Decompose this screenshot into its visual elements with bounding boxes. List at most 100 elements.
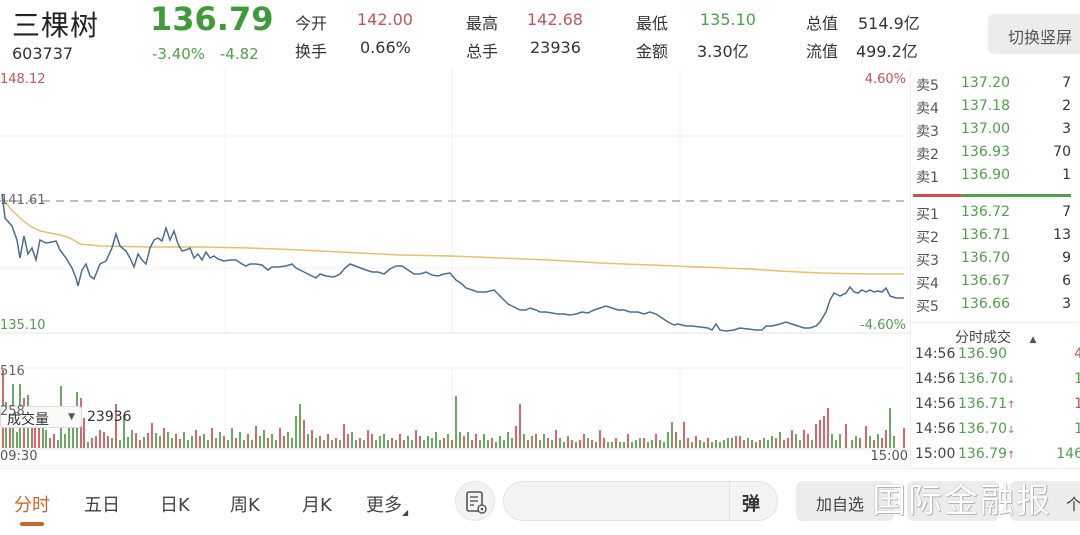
bid-level: 买1: [916, 207, 939, 223]
tick-volume: 1: [1074, 371, 1080, 387]
stat-value: 3.30亿: [697, 42, 749, 61]
stat-value: 135.10: [700, 10, 756, 29]
tab-more[interactable]: 更多◢: [366, 491, 408, 517]
ticks-header-toggle[interactable]: 分时成交 ▲: [911, 322, 1079, 348]
bid-qty: 3: [1062, 296, 1071, 312]
ticks-title: 分时成交: [955, 330, 1011, 346]
bid-level: 买3: [916, 253, 939, 269]
bid-qty: 7: [1062, 204, 1071, 220]
note-settings-button[interactable]: [455, 481, 495, 521]
arrow-down-icon: ↓: [1007, 375, 1016, 386]
tick-price: 136.70↓: [958, 371, 1015, 387]
tick-volume: 1: [1074, 396, 1080, 412]
tick-volume: 146: [1056, 446, 1080, 462]
order-book: 卖5 137.20 7 卖4 137.18 2 卖3 137.00 3 卖2 1…: [910, 68, 1080, 468]
y-axis-max-label: 148.12: [0, 72, 46, 87]
stat-label: 流值: [806, 42, 839, 61]
bottom-action-button-2[interactable]: [907, 481, 999, 521]
ask-qty: 1: [1062, 167, 1071, 183]
price-change: -3.40% -4.82: [152, 45, 269, 63]
bid-price: 136.66: [961, 296, 1010, 312]
add-watchlist-button[interactable]: 加自选: [796, 481, 894, 521]
tick-price-value: 136.71: [958, 396, 1007, 412]
stat-label: 今开: [295, 14, 328, 33]
bid-row: 买1 136.72 7: [911, 204, 1071, 227]
ask-row: 卖3 137.00 3: [911, 121, 1071, 144]
bottom-action-button-3[interactable]: 个: [1010, 481, 1080, 521]
ask-qty: 70: [1053, 144, 1071, 160]
indicator-selector[interactable]: 成交量 ▼: [0, 406, 82, 428]
stat-label: 换手: [295, 42, 328, 61]
tick-price: 136.79↑: [958, 446, 1015, 462]
tab-daily-k[interactable]: 日K: [160, 495, 190, 516]
ask-qty: 2: [1062, 98, 1071, 114]
chart-canvas: [0, 68, 910, 467]
tick-row: 15:00 136.79↑ 146: [911, 446, 1080, 470]
pct-min-label: -4.60%: [860, 318, 906, 333]
tick-volume: 1: [1074, 421, 1080, 437]
ask-row: 卖5 137.20 7: [911, 75, 1071, 98]
bid-row: 买3 136.70 9: [911, 250, 1071, 273]
danmu-toggle-button[interactable]: 弹: [729, 482, 777, 520]
pct-max-label: 4.60%: [864, 72, 906, 87]
ask-price: 137.20: [961, 75, 1010, 91]
tick-row: 14:56 136.71↑ 1: [911, 396, 1080, 420]
tick-volume: 4: [1074, 346, 1080, 362]
volume-max-label: 516: [0, 364, 25, 379]
stat-label: 总值: [806, 14, 839, 33]
caret-down-icon: ▼: [68, 412, 75, 422]
bid-price: 136.67: [961, 273, 1010, 289]
stat-label: 最高: [466, 14, 499, 33]
ask-price: 137.00: [961, 121, 1010, 137]
bid-row: 买5 136.66 3: [911, 296, 1071, 319]
ask-row: 卖2 136.93 70: [911, 144, 1071, 167]
tab-five-day[interactable]: 五日: [84, 495, 120, 516]
stat-value: 499.2亿: [856, 42, 918, 61]
tick-time: 14:56: [915, 346, 956, 362]
bid-price: 136.70: [961, 250, 1010, 266]
tick-price-value: 136.79: [958, 446, 1007, 462]
y-axis-min-label: 135.10: [0, 318, 46, 333]
ask-qty: 7: [1062, 75, 1071, 91]
ask-row: 卖1 136.90 1: [911, 167, 1071, 190]
tick-time: 15:00: [915, 446, 956, 462]
change-amount: -4.82: [219, 45, 259, 63]
caret-up-icon: ▲: [1029, 335, 1037, 345]
quote-header: 三棵树 603737 136.79 -3.40% -4.82 今开 142.00…: [0, 0, 1080, 68]
bottom-toolbar: 分时 五日 日K 周K 月K 更多◢ 弹 加自选 个 国际金融报: [0, 468, 1080, 535]
arrow-up-icon: ↑: [1007, 450, 1016, 461]
bid-qty: 9: [1062, 250, 1071, 266]
bid-level: 买2: [916, 230, 939, 246]
caret-icon: ◢: [402, 508, 409, 517]
bid-level: 买5: [916, 299, 939, 315]
tick-price: 136.90: [958, 346, 1007, 362]
arrow-down-icon: ↓: [1007, 425, 1016, 436]
bid-qty: 13: [1053, 227, 1071, 243]
arrow-up-icon: ↑: [1007, 400, 1016, 411]
ask-qty: 3: [1062, 121, 1071, 137]
ask-level: 卖3: [916, 124, 939, 140]
tab-weekly-k[interactable]: 周K: [230, 495, 260, 516]
stat-value: 514.9亿: [858, 14, 920, 33]
ask-price: 136.93: [961, 144, 1010, 160]
ask-price: 136.90: [961, 167, 1010, 183]
intraday-chart[interactable]: 148.12 141.61 135.10 4.60% -4.60% 成交量 ▼ …: [0, 68, 910, 468]
danmu-input-box: 弹: [503, 481, 778, 521]
tab-monthly-k[interactable]: 月K: [302, 495, 332, 516]
tick-time: 14:56: [915, 421, 956, 437]
tab-more-label: 更多: [366, 495, 402, 516]
prev-close-label: 141.61: [0, 193, 46, 208]
tick-row: 14:56 136.70↓ 1: [911, 371, 1080, 395]
tick-time: 14:56: [915, 396, 956, 412]
tab-intraday[interactable]: 分时: [14, 491, 50, 526]
note-gear-icon: [466, 491, 487, 514]
stat-value: 142.00: [357, 10, 413, 29]
time-end-label: 15:00: [870, 449, 908, 464]
danmu-input[interactable]: [518, 490, 718, 512]
tick-price: 136.71↑: [958, 396, 1015, 412]
bid-qty: 6: [1062, 273, 1071, 289]
bid-price: 136.72: [961, 204, 1010, 220]
tick-price-value: 136.90: [958, 346, 1007, 362]
switch-portrait-button[interactable]: 切换竖屏: [988, 14, 1080, 54]
ask-level: 卖1: [916, 170, 939, 186]
